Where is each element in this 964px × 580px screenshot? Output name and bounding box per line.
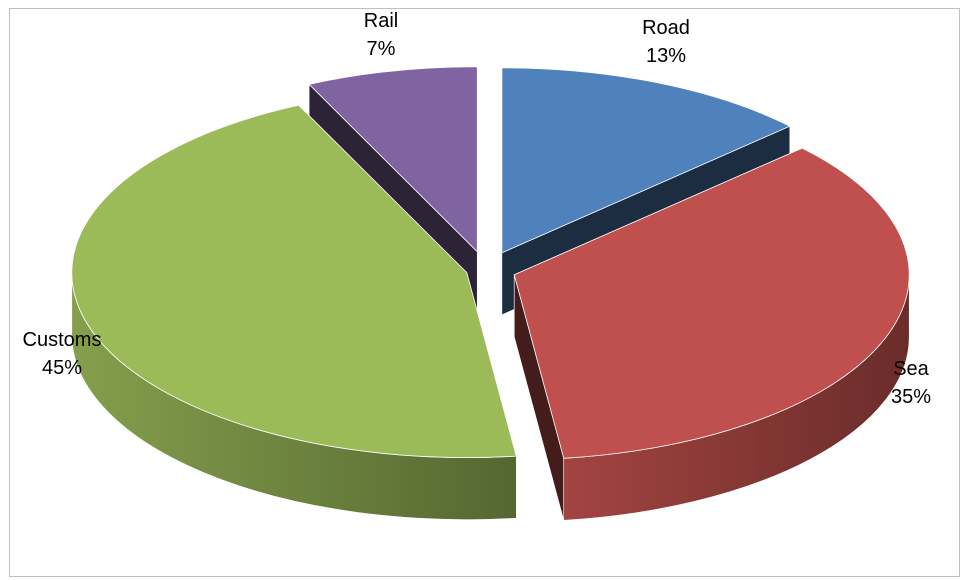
- pie-labels: Road 13% Sea 35% Customs 45% Rail 7%: [23, 10, 932, 408]
- label-customs-percent: 45%: [42, 357, 82, 379]
- slice-sea[interactable]: [513, 147, 910, 459]
- label-rail-name: Rail: [364, 10, 398, 32]
- slice-rail[interactable]: [308, 66, 478, 253]
- slice-road[interactable]: [501, 67, 791, 254]
- pie-tops: [71, 66, 910, 459]
- slice-customs[interactable]: [71, 104, 517, 459]
- label-sea-percent: 35%: [891, 386, 931, 408]
- label-customs-name: Customs: [23, 329, 102, 351]
- label-sea-name: Sea: [893, 358, 929, 380]
- label-road-name: Road: [642, 17, 690, 39]
- label-road-percent: 13%: [646, 45, 686, 67]
- label-rail-percent: 7%: [367, 38, 396, 60]
